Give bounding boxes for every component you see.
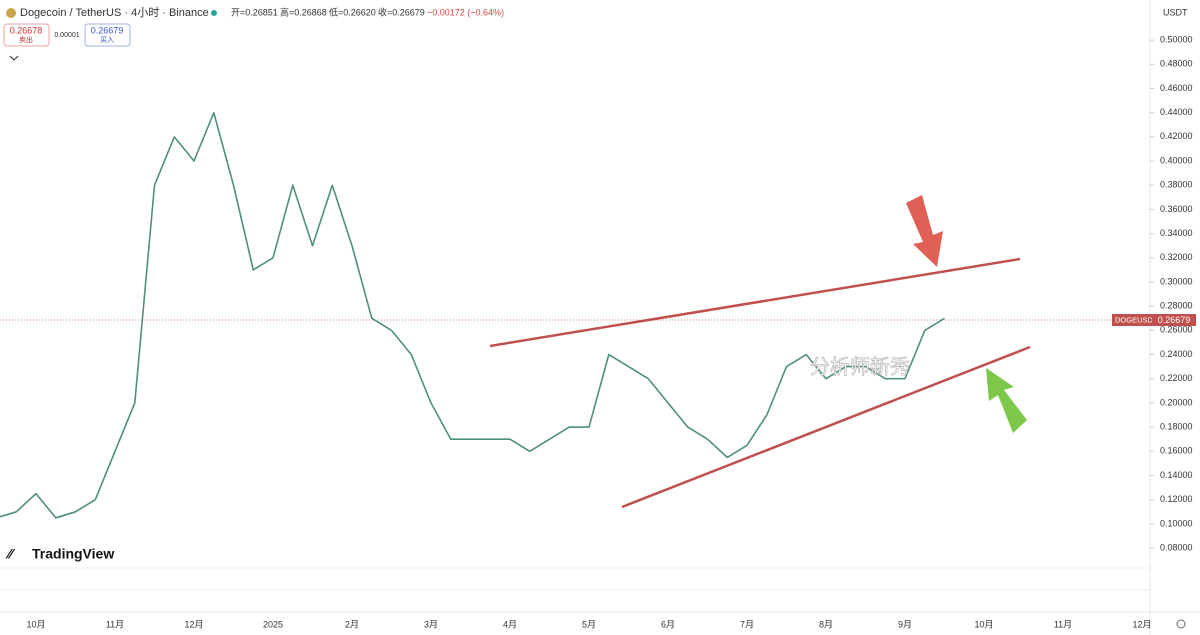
support-line bbox=[621, 345, 1031, 509]
up-arrow bbox=[986, 368, 1027, 433]
y-tick-label: 0.46000 bbox=[1160, 83, 1193, 93]
y-tick-label: 0.14000 bbox=[1160, 470, 1193, 480]
ohlc-close: 收=0.26679 bbox=[378, 6, 425, 17]
brand: TradingView bbox=[32, 546, 114, 562]
ohlc-low: 低=0.26620 bbox=[329, 6, 376, 17]
y-tick-label: 0.20000 bbox=[1160, 397, 1193, 407]
y-tick-label: 0.32000 bbox=[1160, 252, 1193, 262]
y-tick-label: 0.36000 bbox=[1160, 204, 1193, 214]
y-tick-label: 0.12000 bbox=[1160, 494, 1193, 504]
sell-label: 卖出 bbox=[19, 35, 33, 44]
price-line bbox=[0, 111, 945, 519]
y-tick-label: 0.30000 bbox=[1160, 276, 1193, 286]
x-tick-label: 8月 bbox=[819, 619, 833, 629]
watermark: 分析师新秀 bbox=[810, 355, 910, 379]
y-tick-label: 0.44000 bbox=[1160, 107, 1193, 117]
x-tick-label: 2025 bbox=[263, 619, 283, 629]
x-tick-label: 12月 bbox=[184, 619, 203, 629]
buy-price: 0.26679 bbox=[91, 25, 124, 35]
y-tick-label: 0.48000 bbox=[1160, 59, 1193, 69]
coin-icon bbox=[6, 8, 16, 18]
x-tick-label: 10月 bbox=[974, 619, 993, 629]
x-tick-label: 11月 bbox=[1054, 619, 1072, 629]
x-tick-label: 9月 bbox=[898, 619, 912, 629]
ohlc-change: −0.00172 (−0.64%) bbox=[427, 7, 504, 17]
y-tick-label: 0.22000 bbox=[1160, 373, 1193, 383]
y-axis-unit: USDT bbox=[1163, 7, 1188, 17]
price-tag-text: 0.26679 bbox=[1158, 315, 1191, 325]
collapse-icon[interactable] bbox=[9, 55, 19, 61]
x-tick-label: 4月 bbox=[503, 619, 517, 629]
x-tick-label: 11月 bbox=[106, 619, 124, 629]
y-tick-label: 0.08000 bbox=[1160, 542, 1193, 552]
buy-label: 买入 bbox=[100, 36, 114, 44]
symbol-tag-text: DOGEUSDT bbox=[1115, 315, 1158, 324]
y-tick-label: 0.42000 bbox=[1160, 131, 1193, 141]
x-tick-label: 5月 bbox=[582, 619, 596, 629]
sell-price: 0.26678 bbox=[10, 25, 43, 35]
x-tick-label: 6月 bbox=[661, 619, 675, 629]
y-tick-label: 0.38000 bbox=[1160, 180, 1193, 190]
chart-title: Dogecoin / TetherUS · 4小时 · Binance bbox=[20, 6, 209, 19]
y-tick-label: 0.26000 bbox=[1160, 325, 1193, 335]
buy-button[interactable] bbox=[84, 23, 131, 47]
down-arrow bbox=[906, 195, 943, 267]
resistance-line bbox=[489, 257, 1021, 348]
y-tick-label: 0.24000 bbox=[1160, 349, 1193, 359]
brand-mark: ⁄⁄ bbox=[5, 546, 15, 562]
settings-icon[interactable] bbox=[1176, 619, 1186, 629]
x-tick-label: 10月 bbox=[26, 619, 45, 629]
y-tick-label: 0.28000 bbox=[1160, 301, 1193, 311]
sell-button[interactable] bbox=[3, 23, 50, 47]
plot bbox=[0, 111, 945, 519]
x-tick-label: 7月 bbox=[740, 619, 754, 629]
ohlc-high: 高=0.26868 bbox=[280, 6, 327, 17]
y-tick-label: 0.40000 bbox=[1160, 155, 1193, 165]
status-dot bbox=[211, 10, 217, 16]
ohlc-open: 开=0.26851 bbox=[231, 7, 278, 17]
x-tick-label: 2月 bbox=[345, 619, 359, 629]
spread: 0.00001 bbox=[54, 32, 79, 39]
y-tick-label: 0.34000 bbox=[1160, 228, 1193, 238]
price-tag bbox=[1152, 314, 1196, 326]
y-tick-label: 0.10000 bbox=[1160, 518, 1193, 528]
x-tick-label: 3月 bbox=[424, 619, 438, 629]
x-tick-label: 12月 bbox=[1132, 619, 1151, 629]
y-tick-label: 0.50000 bbox=[1160, 34, 1193, 44]
y-tick-label: 0.16000 bbox=[1160, 446, 1193, 456]
y-tick-label: 0.18000 bbox=[1160, 421, 1193, 431]
